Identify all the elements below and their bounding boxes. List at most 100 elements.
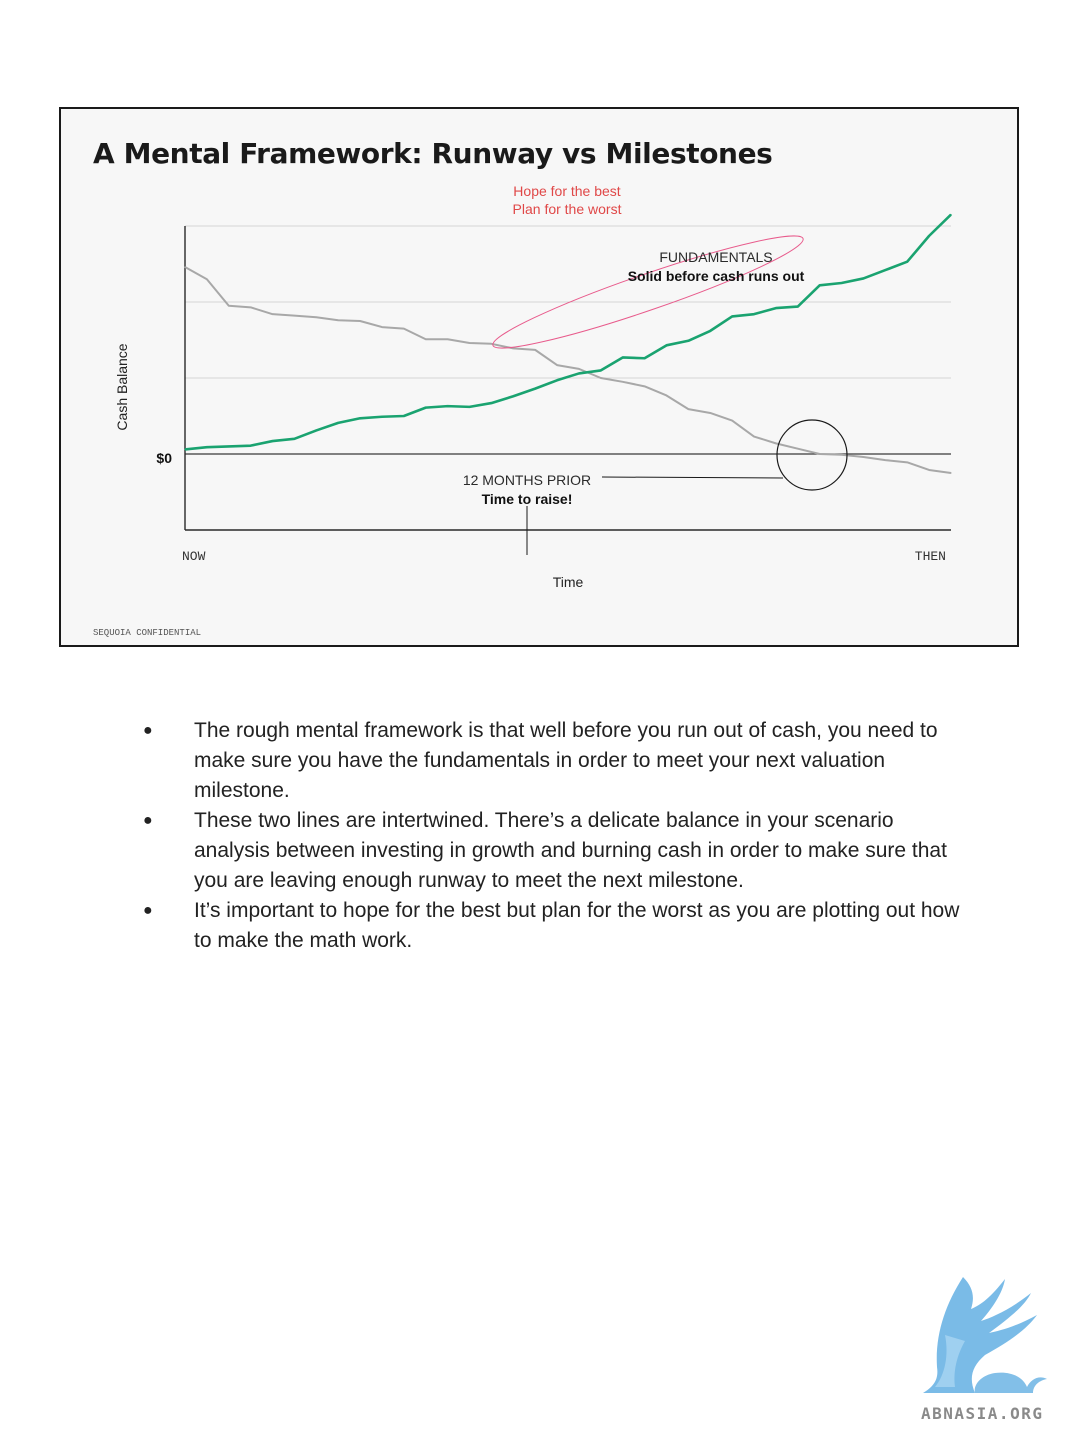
data-point-series-1 (468, 406, 471, 408)
data-point-series-0 (840, 454, 843, 456)
bullet-text: It’s important to hope for the best but … (194, 899, 960, 952)
data-point-series-1 (359, 417, 361, 419)
data-point-series-0 (709, 412, 711, 414)
data-point-series-0 (490, 343, 492, 345)
data-point-series-1 (753, 313, 755, 315)
bullet-dot: ● (143, 722, 153, 739)
data-point-series-0 (206, 278, 208, 280)
data-point-series-0 (359, 320, 361, 322)
data-point-series-1 (337, 422, 339, 424)
data-point-series-0 (556, 364, 558, 366)
data-point-series-1 (731, 315, 733, 318)
data-point-series-1 (184, 448, 186, 451)
data-point-series-1 (534, 388, 536, 390)
data-point-series-0 (468, 342, 471, 344)
data-point-series-1 (819, 284, 821, 286)
runout-circle (776, 419, 848, 491)
data-point-series-1 (950, 214, 952, 216)
data-point-series-0 (906, 461, 908, 463)
data-point-series-0 (534, 349, 536, 351)
x-tick-now: NOW (182, 549, 206, 564)
data-point-series-1 (687, 340, 689, 342)
data-point-series-1 (425, 407, 427, 409)
annotation-months-heading: 12 MONTHS PRIOR (463, 472, 591, 488)
data-point-series-1 (884, 269, 886, 271)
slide-title: A Mental Framework: Runway vs Milestones (93, 137, 773, 170)
bullet-item: ● The rough mental framework is that well… (143, 716, 963, 806)
annotation-months-sub: Time to raise! (482, 491, 573, 507)
bullet-text: These two lines are intertwined. There’s… (194, 809, 947, 892)
data-point-series-0 (862, 456, 865, 458)
data-point-series-0 (797, 448, 799, 450)
bullet-item: ● These two lines are intertwined. There’… (143, 806, 963, 896)
data-point-series-1 (206, 446, 208, 448)
data-point-series-1 (447, 405, 449, 407)
bullet-list: ● The rough mental framework is that well… (143, 716, 963, 956)
data-point-series-1 (556, 379, 558, 381)
data-points (184, 214, 952, 474)
data-point-series-1 (403, 415, 405, 417)
data-point-series-0 (271, 313, 274, 315)
data-point-series-1 (293, 438, 296, 440)
data-point-series-0 (644, 385, 646, 387)
zero-label: $0 (156, 450, 172, 466)
data-point-series-0 (578, 368, 580, 370)
confidential-footer: SEQUOIA CONFIDENTIAL (93, 628, 202, 638)
data-point-series-1 (250, 445, 252, 447)
data-point-series-0 (753, 435, 755, 438)
data-point-series-1 (512, 395, 514, 397)
data-point-series-0 (250, 306, 252, 308)
fundamentals-ellipse (492, 235, 804, 349)
data-point-series-0 (228, 305, 230, 307)
watermark-text: ABNASIA.ORG (921, 1404, 1044, 1423)
annotation-plan: Plan for the worst (513, 201, 622, 217)
data-point-series-0 (928, 469, 930, 471)
data-point-series-1 (775, 307, 777, 309)
data-point-series-0 (687, 408, 689, 410)
annotation-hope: Hope for the best (513, 183, 621, 199)
data-point-series-0 (425, 338, 427, 340)
data-point-series-1 (271, 440, 274, 442)
chart: Hope for the best Plan for the worst FUN… (114, 183, 952, 590)
data-point-series-1 (665, 344, 668, 346)
data-point-series-0 (731, 419, 733, 422)
bullet-dot: ● (143, 812, 153, 829)
data-point-series-1 (928, 235, 930, 237)
data-point-series-1 (862, 277, 865, 280)
data-point-series-0 (622, 381, 624, 383)
data-point-series-0 (403, 328, 405, 330)
annotation-fundamentals-sub: Solid before cash runs out (628, 268, 805, 284)
data-point-series-0 (293, 315, 296, 317)
x-tick-then: THEN (915, 549, 946, 564)
data-point-series-0 (775, 442, 777, 444)
data-point-series-0 (447, 338, 449, 340)
data-point-series-1 (228, 445, 230, 447)
data-point-series-1 (709, 330, 711, 332)
data-point-series-0 (950, 472, 952, 474)
data-point-series-0 (337, 319, 339, 321)
data-point-series-1 (840, 282, 843, 284)
data-point-series-1 (381, 416, 383, 418)
data-point-series-1 (600, 369, 602, 371)
griffin-logo-icon (923, 1277, 1047, 1393)
bullet-item: ● It’s important to hope for the best but… (143, 896, 963, 956)
data-point-series-0 (512, 347, 514, 349)
data-point-series-0 (184, 266, 186, 268)
x-axis-label: Time (553, 574, 584, 590)
callout-line (601, 476, 784, 479)
data-point-series-1 (578, 372, 580, 375)
data-point-series-1 (622, 356, 624, 359)
slide: A Mental Framework: Runway vs Milestones… (59, 107, 1019, 647)
y-axis-label: Cash Balance (114, 343, 130, 430)
data-point-series-1 (315, 429, 317, 432)
series-line-fundamentals (184, 213, 952, 451)
data-point-series-0 (600, 377, 602, 379)
data-point-series-0 (315, 316, 317, 318)
series-line-cash (184, 266, 952, 474)
bullet-text: The rough mental framework is that well … (194, 719, 938, 802)
data-point-series-1 (644, 357, 646, 359)
data-point-series-1 (906, 261, 908, 263)
data-point-series-0 (884, 459, 886, 461)
data-point-series-0 (381, 326, 383, 328)
bullet-dot: ● (143, 902, 153, 919)
